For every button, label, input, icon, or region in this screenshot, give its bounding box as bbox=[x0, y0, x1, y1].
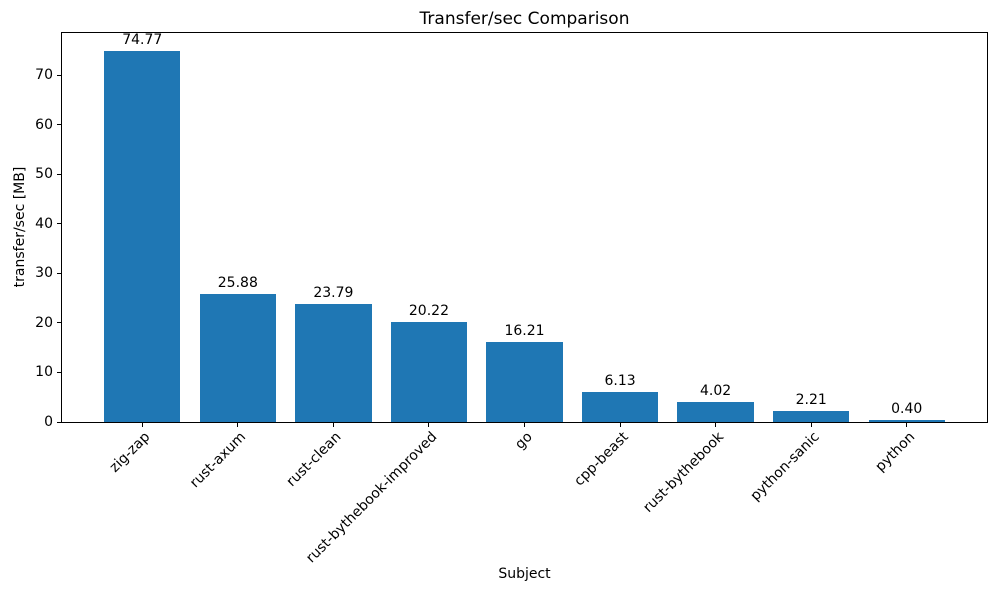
x-tick-label: python bbox=[872, 429, 919, 475]
x-tick-label: rust-clean bbox=[283, 429, 345, 490]
y-tick-label: 40 bbox=[35, 215, 53, 232]
x-tick-label: rust-axum bbox=[187, 429, 250, 492]
bar bbox=[772, 411, 850, 422]
x-axis-tick bbox=[237, 423, 239, 427]
y-axis-tick bbox=[57, 223, 61, 225]
y-axis-tick bbox=[57, 124, 61, 126]
x-tick-label: go bbox=[512, 429, 536, 453]
bar bbox=[581, 391, 659, 422]
bar-value-label: 2.21 bbox=[795, 392, 827, 409]
bar bbox=[295, 304, 372, 422]
y-tick-label: 70 bbox=[35, 67, 53, 84]
bar-value-label: 74.77 bbox=[122, 32, 163, 49]
bar bbox=[868, 420, 945, 422]
chart-title: Transfer/sec Comparison bbox=[419, 9, 630, 29]
y-axis-tick bbox=[57, 371, 61, 373]
x-axis-tick bbox=[715, 423, 717, 427]
y-axis-tick bbox=[57, 322, 61, 324]
x-axis-tick bbox=[906, 423, 908, 427]
x-axis-tick bbox=[810, 423, 812, 427]
bar-value-label: 25.88 bbox=[217, 274, 258, 291]
bar bbox=[104, 51, 181, 422]
y-tick-label: 30 bbox=[35, 265, 53, 282]
x-tick-label: zig-zap bbox=[106, 429, 154, 476]
y-tick-label: 60 bbox=[35, 116, 53, 133]
bar bbox=[390, 321, 468, 422]
bar bbox=[677, 402, 754, 422]
x-axis-label: Subject bbox=[498, 566, 551, 582]
bar bbox=[486, 341, 563, 422]
x-axis-tick bbox=[141, 423, 143, 427]
y-axis-tick bbox=[57, 421, 61, 423]
x-axis-tick bbox=[619, 423, 621, 427]
x-tick-label: cpp-beast bbox=[570, 429, 632, 490]
x-tick-label: python-sanic bbox=[747, 429, 823, 505]
bar-value-label: 6.13 bbox=[604, 372, 636, 389]
y-axis-tick bbox=[57, 272, 61, 274]
bar-value-label: 16.21 bbox=[504, 322, 545, 339]
x-tick-label: rust-bythebook bbox=[640, 429, 727, 516]
bar bbox=[199, 293, 277, 422]
bar-value-label: 0.40 bbox=[891, 401, 923, 418]
bar-value-label: 23.79 bbox=[313, 285, 354, 302]
y-axis-tick bbox=[57, 74, 61, 76]
bar-value-label: 4.02 bbox=[700, 383, 732, 400]
y-tick-label: 50 bbox=[35, 166, 53, 183]
y-tick-label: 0 bbox=[44, 414, 53, 430]
x-axis-tick bbox=[332, 423, 334, 427]
y-axis-label: transfer/sec [MB] bbox=[12, 166, 28, 288]
y-tick-label: 20 bbox=[35, 314, 53, 331]
bar-value-label: 20.22 bbox=[408, 302, 449, 319]
x-axis-tick bbox=[524, 423, 525, 427]
y-axis-tick bbox=[57, 173, 61, 175]
y-tick-label: 10 bbox=[35, 364, 53, 381]
plot-area: 74.77 zig-zap 25.88 rust-axum 23.79 rust-clea… bbox=[35, 32, 988, 566]
x-axis-tick bbox=[428, 423, 430, 427]
